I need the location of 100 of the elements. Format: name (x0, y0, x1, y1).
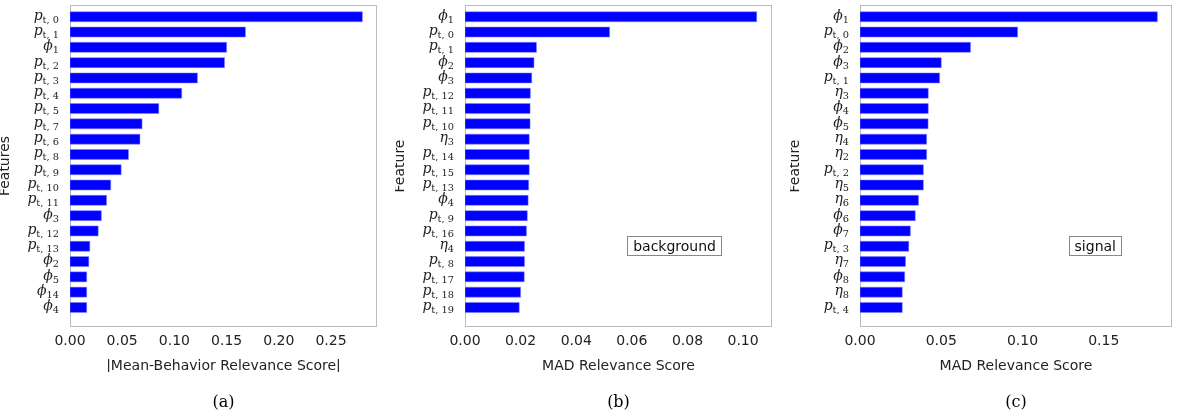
bar (465, 149, 530, 160)
x-axis-title: MAD Relevance Score (542, 357, 695, 373)
x-tick-label: 0.02 (505, 331, 537, 348)
y-tick-label: ϕ$_{1}$ (438, 6, 454, 25)
y-tick-label: ϕ$_{14}$ (36, 282, 59, 300)
x-tick-label: 0.00 (844, 331, 876, 348)
bar (860, 42, 971, 53)
x-tick-label: 0.10 (727, 331, 759, 348)
bar (860, 118, 929, 130)
y-tick-label: p$_{t, 14}$ (422, 144, 454, 163)
y-tick-label: η$_{8}$ (834, 282, 849, 300)
y-tick-label: p$_{t, 4}$ (823, 297, 849, 316)
bar (70, 88, 182, 99)
bar (465, 88, 531, 99)
y-tick-label: η$_{4}$ (439, 236, 454, 254)
bar (860, 256, 906, 267)
x-tick-label: 0.10 (1006, 331, 1039, 348)
bar (70, 133, 141, 145)
bar (860, 11, 1158, 22)
bar (465, 241, 525, 252)
bar (465, 302, 520, 313)
text: (c) (1004, 392, 1028, 411)
bar (70, 225, 99, 237)
x-tick-label: 0.15 (1088, 331, 1120, 348)
bar (860, 302, 903, 313)
y-tick-label: η$_{4}$ (834, 129, 849, 147)
y-tick-label: ϕ$_{4}$ (438, 190, 454, 209)
bar (70, 210, 102, 221)
bar (860, 225, 911, 237)
bar (465, 271, 525, 283)
bar (860, 133, 927, 145)
bar (70, 256, 90, 267)
bar (70, 179, 111, 191)
bar (860, 88, 929, 99)
bar (860, 103, 929, 114)
bar (860, 164, 924, 175)
y-tick-label: ϕ$_{3}$ (43, 205, 59, 224)
y-tick-label: ϕ$_{4}$ (43, 297, 59, 316)
x-tick-label: 0.08 (671, 331, 704, 348)
x-tick-label: 0.06 (616, 331, 648, 348)
annotation: background (627, 236, 722, 256)
bar (860, 57, 942, 68)
x-tick-label: 0.05 (925, 331, 957, 348)
bar (465, 118, 531, 130)
bar (465, 286, 521, 298)
bar (70, 26, 246, 38)
y-tick-label: p$_{t, 3}$ (823, 236, 849, 254)
y-tick-label: ϕ$_{1}$ (833, 6, 849, 25)
y-tick-label: ϕ$_{8}$ (833, 266, 849, 285)
bar (70, 149, 129, 160)
bar (860, 179, 924, 191)
bar (465, 225, 527, 237)
bar (465, 72, 532, 84)
bar (860, 210, 916, 221)
bar (70, 11, 363, 22)
y-tick-label: ϕ$_{3}$ (833, 52, 849, 71)
x-axis-title: MAD Relevance Score (939, 357, 1093, 373)
bar (465, 26, 610, 38)
x-tick-label: 0.00 (449, 331, 481, 348)
bar (465, 103, 531, 114)
bar (860, 72, 940, 84)
y-tick-label: η$_{3}$ (439, 129, 454, 147)
annotation: signal (1068, 236, 1122, 256)
bar (465, 256, 525, 267)
bar (70, 164, 122, 175)
bar (70, 286, 87, 298)
bar (860, 149, 927, 160)
bar (70, 42, 227, 53)
text: (b) (606, 392, 631, 411)
x-tick-label: 0.04 (560, 331, 592, 348)
bar (465, 11, 757, 22)
bar (860, 241, 909, 252)
bar (70, 118, 143, 130)
bar (70, 241, 91, 252)
x-tick-label: 0.00 (54, 331, 86, 348)
bar (465, 179, 529, 191)
bar (70, 103, 160, 114)
bar (70, 72, 198, 84)
text: (a) (211, 392, 236, 411)
bar (465, 133, 530, 145)
y-tick-label: p$_{t, 12}$ (422, 83, 454, 101)
x-tick-label: 0.15 (211, 331, 243, 348)
x-tick-label: 0.10 (158, 331, 191, 348)
bar (860, 26, 1018, 38)
bar (465, 195, 529, 206)
bar (860, 286, 903, 298)
x-tick-label: 0.05 (106, 331, 138, 348)
bar (465, 42, 537, 53)
x-tick-label: 0.20 (263, 331, 295, 348)
bar (70, 302, 87, 313)
bar (465, 164, 530, 175)
bar (465, 57, 535, 68)
bar (465, 210, 528, 221)
bar (860, 271, 905, 283)
y-tick-label: p$_{t, 8}$ (428, 251, 454, 270)
bar (70, 271, 87, 283)
bar (70, 195, 107, 206)
bar (860, 195, 919, 206)
x-tick-label: 0.25 (315, 331, 347, 348)
bar (70, 57, 225, 68)
